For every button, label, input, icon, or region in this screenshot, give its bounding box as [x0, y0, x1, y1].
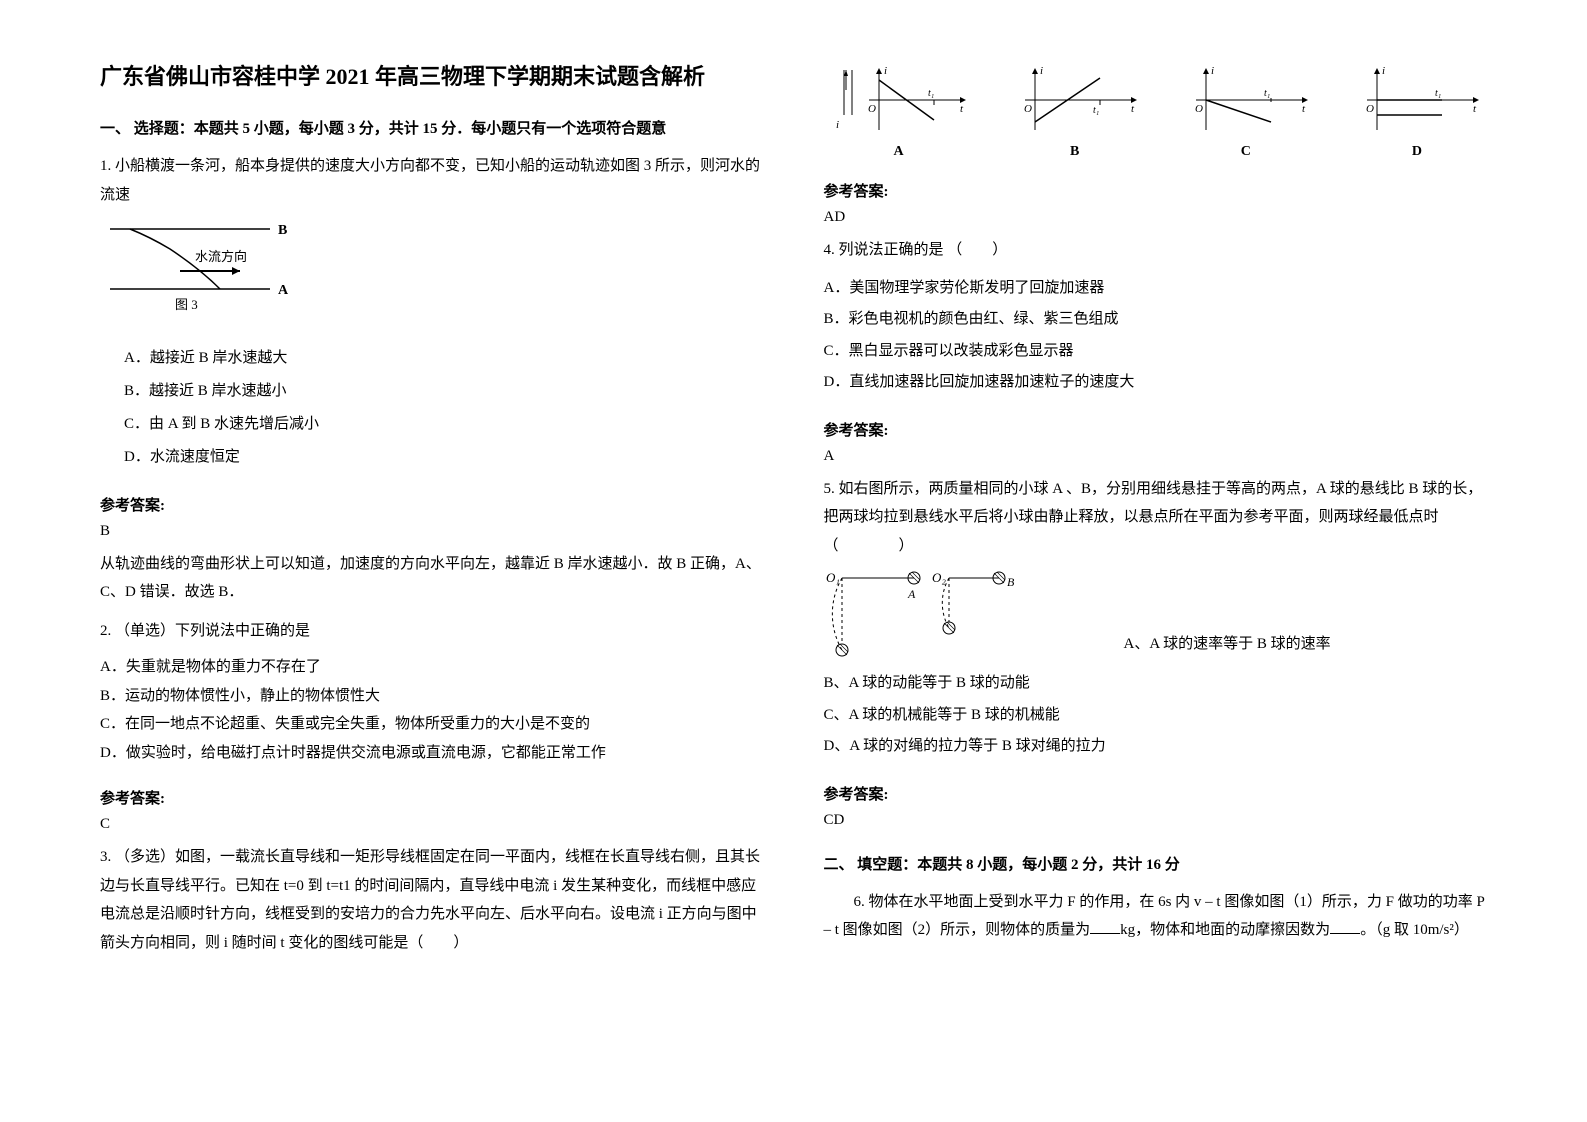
- q4-answer-value: A: [824, 448, 1488, 465]
- question-1: 1. 小船横渡一条河，船本身提供的速度大小方向都不变，已知小船的运动轨迹如图 3…: [100, 152, 764, 474]
- q4-option-c: C．黑白显示器可以改装成彩色显示器: [824, 336, 1488, 368]
- question-5: 5. 如右图所示，两质量相同的小球 A 、B，分别用细线悬挂于等高的两点，A 球…: [824, 475, 1488, 763]
- svg-text:B: B: [1007, 575, 1015, 589]
- graph-d: i O t t₁ D: [1347, 60, 1487, 160]
- graph-b: i O t t₁ B: [1005, 60, 1145, 160]
- right-column: i i O t t₁ A i O t: [824, 60, 1488, 1082]
- svg-text:i: i: [1382, 65, 1385, 77]
- svg-text:i: i: [884, 65, 887, 77]
- graph-c: i O t t₁ C: [1176, 60, 1316, 160]
- svg-text:O₁: O₁: [826, 570, 840, 585]
- river-label-b: B: [278, 223, 287, 238]
- q5-text: 5. 如右图所示，两质量相同的小球 A 、B，分别用细线悬挂于等高的两点，A 球…: [824, 475, 1488, 561]
- svg-text:i: i: [1040, 65, 1043, 77]
- q3-text: 3. （多选）如图，一载流长直导线和一矩形导线框固定在同一平面内，线框在长直导线…: [100, 843, 764, 957]
- q1-option-c: C．由 A 到 B 水速先增后减小: [124, 408, 764, 441]
- q2-option-b: B．运动的物体惯性小，静止的物体惯性大: [100, 682, 764, 711]
- q1-option-a: A．越接近 B 岸水速越大: [124, 342, 764, 375]
- q6-text2: kg，物体和地面的动摩擦因数为: [1120, 922, 1330, 938]
- section2-header: 二、 填空题：本题共 8 小题，每小题 2 分，共计 16 分: [824, 853, 1488, 874]
- question-3: 3. （多选）如图，一载流长直导线和一矩形导线框固定在同一平面内，线框在长直导线…: [100, 843, 764, 965]
- q4-text: 4. 列说法正确的是 （ ）: [824, 236, 1488, 265]
- svg-text:i: i: [1211, 65, 1214, 77]
- svg-text:i: i: [836, 119, 839, 131]
- graph-a-label: A: [893, 144, 903, 160]
- question-2: 2. （单选）下列说法中正确的是 A．失重就是物体的重力不存在了 B．运动的物体…: [100, 617, 764, 768]
- question-4: 4. 列说法正确的是 （ ） A．美国物理学家劳伦斯发明了回旋加速器 B．彩色电…: [824, 236, 1488, 399]
- q4-option-a: A．美国物理学家劳伦斯发明了回旋加速器: [824, 273, 1488, 305]
- q5-option-b: B、A 球的动能等于 B 球的动能: [824, 668, 1488, 700]
- svg-text:t₁: t₁: [1264, 88, 1270, 99]
- svg-text:t: t: [1473, 103, 1477, 115]
- svg-text:t: t: [1302, 103, 1306, 115]
- svg-text:t₁: t₁: [1435, 88, 1441, 99]
- svg-text:O: O: [868, 103, 876, 115]
- svg-text:O₂: O₂: [932, 570, 946, 585]
- flow-label: 水流方向: [195, 249, 247, 264]
- graph-b-label: B: [1070, 144, 1079, 160]
- q1-text: 1. 小船横渡一条河，船本身提供的速度大小方向都不变，已知小船的运动轨迹如图 3…: [100, 152, 764, 209]
- q6-text3: 。（g 取 10m/s²）: [1360, 922, 1469, 938]
- q1-option-b: B．越接近 B 岸水速越小: [124, 375, 764, 408]
- left-column: 广东省佛山市容桂中学 2021 年高三物理下学期期末试题含解析 一、 选择题：本…: [100, 60, 764, 1082]
- svg-text:t: t: [960, 103, 964, 115]
- exam-title: 广东省佛山市容桂中学 2021 年高三物理下学期期末试题含解析: [100, 60, 764, 93]
- q1-answer-value: B: [100, 523, 764, 540]
- q1-option-d: D．水流速度恒定: [124, 441, 764, 474]
- q2-option-a: A．失重就是物体的重力不存在了: [100, 653, 764, 682]
- svg-text:O: O: [1024, 103, 1032, 115]
- blank-mass: [1090, 919, 1120, 934]
- q1-answer-label: 参考答案:: [100, 494, 764, 515]
- svg-text:O: O: [1366, 103, 1374, 115]
- q2-option-c: C．在同一地点不论超重、失重或完全失重，物体所受重力的大小是不变的: [100, 710, 764, 739]
- svg-text:A: A: [907, 587, 916, 601]
- q3-graphs: i i O t t₁ A i O t: [824, 60, 1488, 160]
- graph-a: i i O t t₁ A: [824, 60, 974, 160]
- svg-text:t₁: t₁: [1093, 105, 1099, 116]
- q2-option-d: D．做实验时，给电磁打点计时器提供交流电源或直流电源，它都能正常工作: [100, 739, 764, 768]
- river-svg: B 水流方向 A 图 3: [100, 219, 300, 319]
- figure-river: B 水流方向 A 图 3: [100, 219, 764, 330]
- q5-option-a: A、A 球的速率等于 B 球的速率: [1124, 630, 1331, 659]
- question-6: 6. 物体在水平地面上受到水平力 F 的作用，在 6s 内 v – t 图像如图…: [824, 888, 1488, 945]
- q2-answer-value: C: [100, 816, 764, 833]
- q5-option-c: C、A 球的机械能等于 B 球的机械能: [824, 700, 1488, 732]
- q2-answer-label: 参考答案:: [100, 787, 764, 808]
- q5-answer-label: 参考答案:: [824, 783, 1488, 804]
- q4-option-b: B．彩色电视机的颜色由红、绿、紫三色组成: [824, 304, 1488, 336]
- q3-answer-label: 参考答案:: [824, 180, 1488, 201]
- svg-text:O: O: [1195, 103, 1203, 115]
- svg-text:t₁: t₁: [928, 88, 934, 99]
- river-label-a: A: [278, 283, 289, 298]
- q1-explanation: 从轨迹曲线的弯曲形状上可以知道，加速度的方向水平向左，越靠近 B 岸水速越小．故…: [100, 550, 764, 607]
- fig3-caption: 图 3: [175, 297, 198, 312]
- blank-friction: [1330, 919, 1360, 934]
- svg-text:t: t: [1131, 103, 1135, 115]
- q4-option-d: D．直线加速器比回旋加速器加速粒子的速度大: [824, 367, 1488, 399]
- graph-c-label: C: [1241, 144, 1251, 160]
- q3-answer-value: AD: [824, 209, 1488, 226]
- q2-text: 2. （单选）下列说法中正确的是: [100, 617, 764, 646]
- graph-d-label: D: [1412, 144, 1422, 160]
- q5-answer-value: CD: [824, 812, 1488, 829]
- q4-answer-label: 参考答案:: [824, 419, 1488, 440]
- figure-pendulum: O₁ A O₂ B: [824, 568, 1488, 658]
- q5-option-d: D、A 球的对绳的拉力等于 B 球对绳的拉力: [824, 731, 1488, 763]
- section1-header: 一、 选择题：本题共 5 小题，每小题 3 分，共计 15 分．每小题只有一个选…: [100, 117, 764, 138]
